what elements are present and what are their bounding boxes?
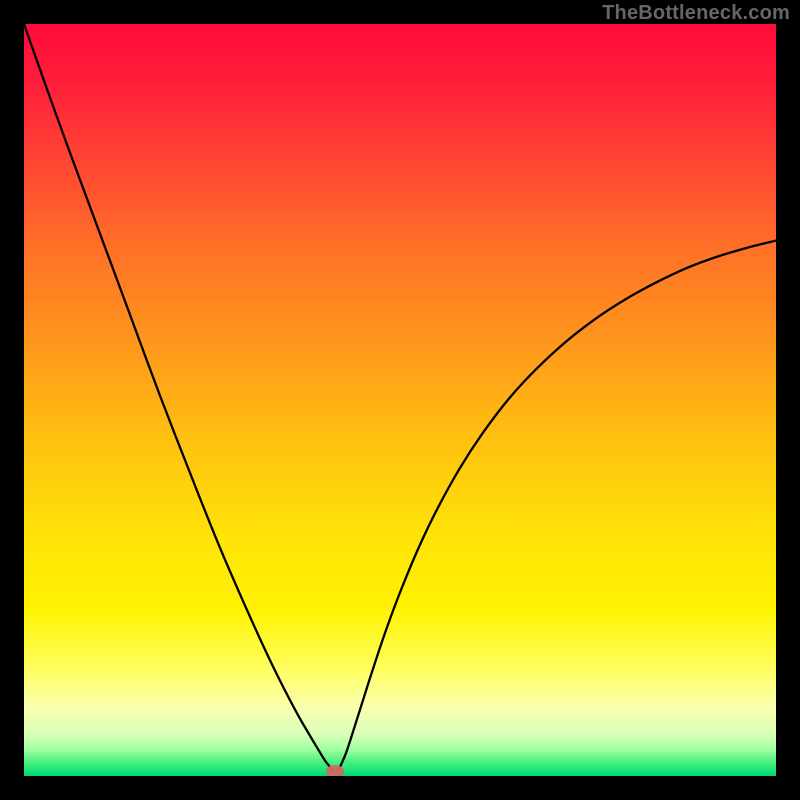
bottleneck-curve bbox=[24, 24, 776, 776]
plot-area bbox=[24, 24, 776, 776]
optimum-marker bbox=[326, 765, 344, 776]
watermark-label: TheBottleneck.com bbox=[602, 2, 790, 25]
chart-frame: TheBottleneck.com bbox=[0, 0, 800, 800]
